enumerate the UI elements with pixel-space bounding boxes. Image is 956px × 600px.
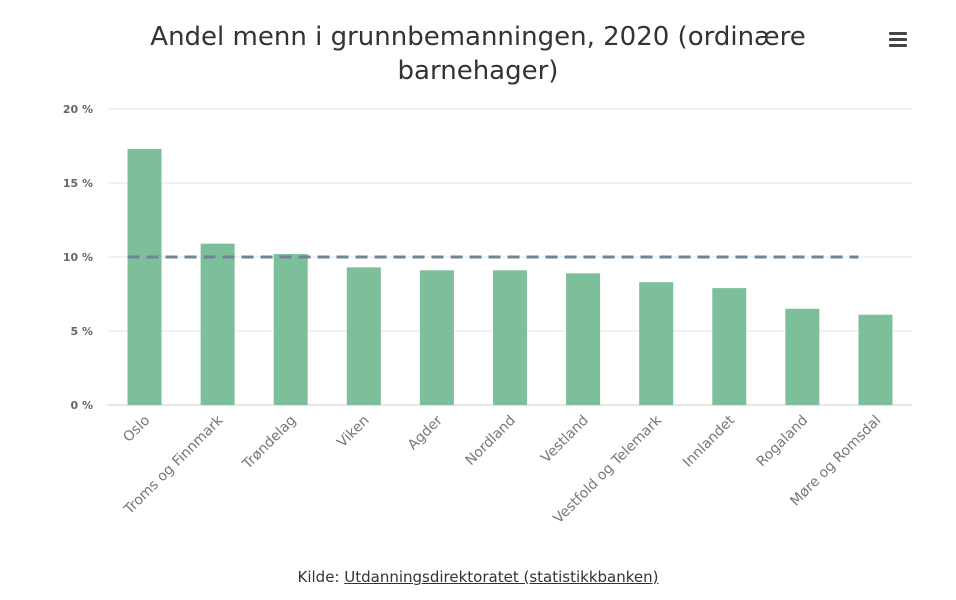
- bar[interactable]: [273, 254, 308, 405]
- bar[interactable]: [419, 270, 454, 405]
- menu-line-middle: [889, 38, 907, 41]
- y-tick-label: 15 %: [63, 177, 93, 190]
- y-axis-tick-labels: 0 % 5 % 10 % 15 % 20 %: [63, 103, 93, 412]
- x-tick-label: Viken: [334, 413, 372, 451]
- menu-line-bottom: [889, 44, 907, 47]
- source-link[interactable]: Utdanningsdirektoratet (statistikkbanken…: [344, 568, 659, 586]
- chart-title: Andel menn i grunnbemanningen, 2020 (ord…: [150, 22, 806, 86]
- bar[interactable]: [712, 288, 747, 405]
- hamburger-menu-icon[interactable]: [880, 22, 918, 56]
- bar[interactable]: [493, 270, 527, 405]
- x-tick-label: Oslo: [120, 413, 153, 446]
- source-prefix: Kilde:: [297, 568, 345, 586]
- bar[interactable]: [200, 243, 235, 405]
- bar[interactable]: [346, 267, 381, 405]
- x-tick-label: Vestland: [538, 413, 592, 467]
- bars: [127, 148, 893, 405]
- y-tick-label: 5 %: [70, 325, 93, 338]
- y-tick-label: 10 %: [63, 251, 93, 264]
- bar[interactable]: [639, 282, 674, 405]
- bar[interactable]: [858, 314, 893, 405]
- x-tick-label: Innlandet: [680, 412, 738, 470]
- bar[interactable]: [127, 148, 162, 405]
- x-tick-label: Nordland: [462, 413, 518, 469]
- y-tick-label: 0 %: [70, 399, 93, 412]
- source-note: Kilde: Utdanningsdirektoratet (statistik…: [0, 568, 956, 586]
- menu-line-top: [889, 32, 907, 35]
- x-tick-label: Trøndelag: [239, 413, 299, 473]
- y-tick-label: 20 %: [63, 103, 93, 116]
- x-tick-label: Agder: [405, 412, 446, 453]
- bar[interactable]: [566, 273, 601, 405]
- bar[interactable]: [785, 308, 820, 405]
- x-tick-label: Rogaland: [754, 413, 812, 471]
